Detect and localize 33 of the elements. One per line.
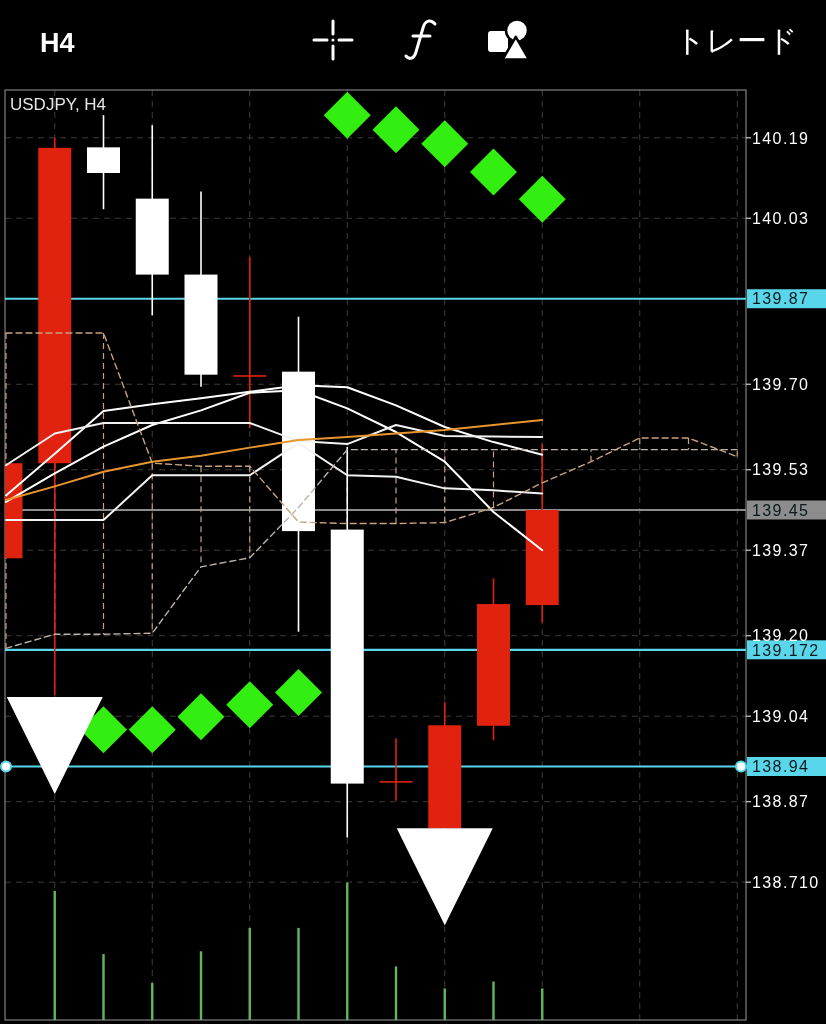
ref-line-label: 138.94 (752, 758, 810, 776)
text: トレード (675, 24, 798, 57)
point (6, 696, 103, 794)
point (518, 175, 566, 223)
bar (102, 954, 105, 1020)
ref-line-label: 139.87 (752, 290, 810, 308)
point (323, 91, 371, 139)
candlestick (379, 737, 413, 802)
bar (492, 981, 495, 1020)
point (275, 669, 322, 717)
point (470, 148, 517, 196)
point (372, 106, 420, 154)
y-tick-label: 138.87 (752, 793, 810, 811)
text: H4 (40, 28, 75, 58)
line-series (5, 448, 738, 649)
point (226, 681, 274, 729)
ref-line-label: 139.45 (752, 501, 810, 519)
y-tick-label: 139.04 (752, 707, 810, 725)
y-tick-label: 138.710 (752, 873, 820, 891)
point (396, 828, 493, 926)
y-tick-label: 140.19 (752, 129, 810, 147)
point (177, 693, 225, 741)
y-tick-label: 140.03 (752, 209, 810, 227)
bar (297, 927, 300, 1020)
candlestick (233, 256, 267, 429)
y-tick-label: 139.37 (752, 541, 810, 559)
y-tick-label: 139.70 (752, 375, 810, 393)
point (421, 120, 469, 168)
y-tick-label: 139.53 (752, 461, 810, 479)
ref-line-label: 139.172 (752, 641, 820, 659)
line-series (5, 418, 544, 501)
point (128, 706, 176, 754)
chart-title: USDJPY, H4 (10, 95, 107, 114)
